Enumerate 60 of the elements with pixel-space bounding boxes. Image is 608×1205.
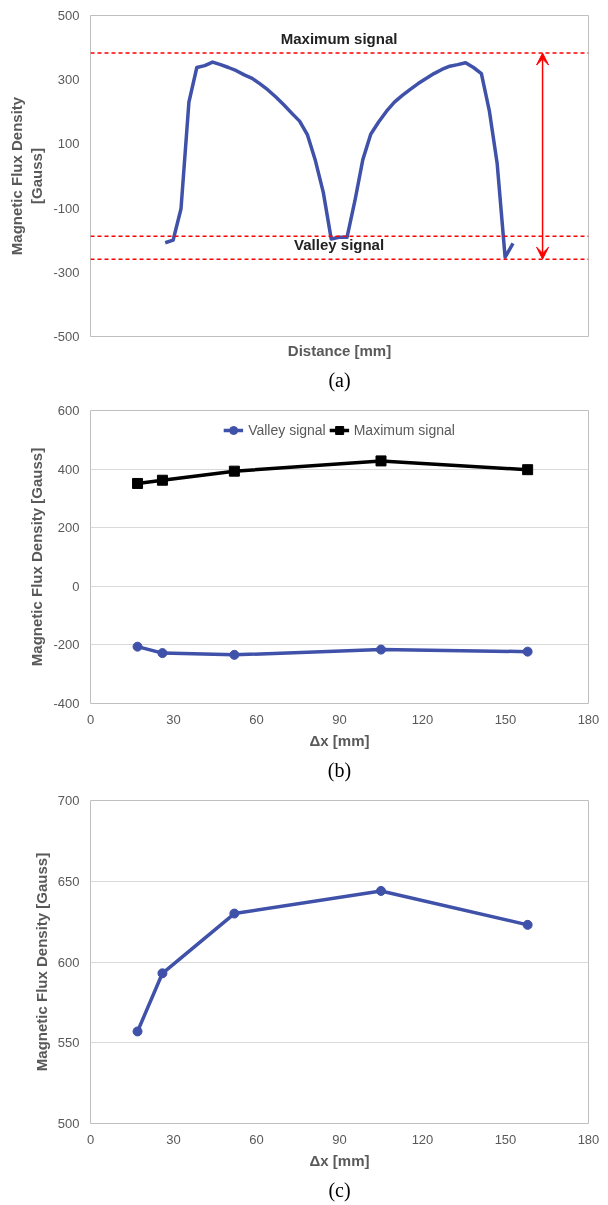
- point: [157, 648, 168, 659]
- point: [522, 646, 533, 657]
- y-tick-label: 600: [57, 403, 80, 418]
- x-tick-label: 60: [249, 711, 264, 727]
- point: [157, 968, 168, 979]
- x-tick-label: 150: [494, 1131, 517, 1147]
- text: (b): [327, 758, 352, 782]
- x-axis-title: Distance [mm]: [287, 341, 392, 359]
- y-axis-title: Magnetic Flux Density [Gauss]: [28, 447, 46, 667]
- y-tick-label: -300: [53, 264, 80, 280]
- y-axis-title: Magnetic Flux Density [Gauss]: [32, 852, 50, 1072]
- y-tick-label: 400: [57, 461, 80, 477]
- y-axis-title: Magnetic Flux Density [Gauss]: [8, 96, 46, 256]
- x-axis-title: Δx [mm]: [309, 1151, 370, 1169]
- y-tick-label: 550: [57, 1035, 80, 1051]
- x-tick-label: 30: [166, 1131, 181, 1147]
- point: [156, 474, 168, 486]
- x-axis-title: Δx [mm]: [309, 731, 370, 749]
- x-tick-label: 60: [249, 1131, 264, 1147]
- legend-label: Valley signal: [248, 422, 326, 438]
- y-tick-label: -100: [53, 200, 80, 216]
- y-tick-label: -200: [53, 637, 80, 653]
- point: [228, 465, 240, 477]
- point: [229, 649, 240, 660]
- y-tick-label: 500: [57, 8, 80, 23]
- text: (c): [328, 1178, 351, 1202]
- point: [376, 885, 386, 896]
- point: [522, 919, 533, 930]
- x-tick-label: 0: [86, 1131, 95, 1147]
- x-tick-label: 180: [577, 1131, 600, 1147]
- x-tick-label: 120: [411, 1131, 434, 1147]
- y-tick-label: 500: [57, 1116, 80, 1131]
- y-tick-label: 200: [57, 520, 80, 536]
- ref-line-label: Valley signal: [294, 236, 385, 254]
- x-tick-label: 0: [86, 711, 95, 727]
- point: [375, 455, 387, 467]
- x-tick-label: 180: [577, 711, 600, 727]
- y-tick-label: 600: [57, 954, 80, 970]
- x-tick-label: 90: [332, 1131, 347, 1147]
- point: [229, 908, 240, 919]
- x-tick-label: 90: [332, 711, 347, 727]
- y-tick-label: 650: [57, 873, 80, 889]
- text: (a): [328, 368, 351, 392]
- y-tick-label: 300: [57, 72, 80, 88]
- point: [522, 464, 534, 476]
- y-tick-label: 700: [57, 793, 80, 808]
- point: [376, 644, 386, 655]
- ref-line-label: Maximum signal: [280, 30, 398, 48]
- point: [132, 477, 144, 489]
- legend-label: Maximum signal: [353, 422, 455, 438]
- x-tick-label: 30: [166, 711, 181, 727]
- x-tick-label: 120: [411, 711, 434, 727]
- y-tick-label: -400: [53, 696, 80, 711]
- line-series: [163, 60, 515, 259]
- x-tick-label: 150: [494, 711, 517, 727]
- y-tick-label: 100: [57, 136, 80, 152]
- point: [132, 1026, 143, 1037]
- point: [132, 641, 143, 652]
- y-tick-label: -500: [53, 329, 80, 344]
- y-tick-label: 0: [72, 578, 80, 594]
